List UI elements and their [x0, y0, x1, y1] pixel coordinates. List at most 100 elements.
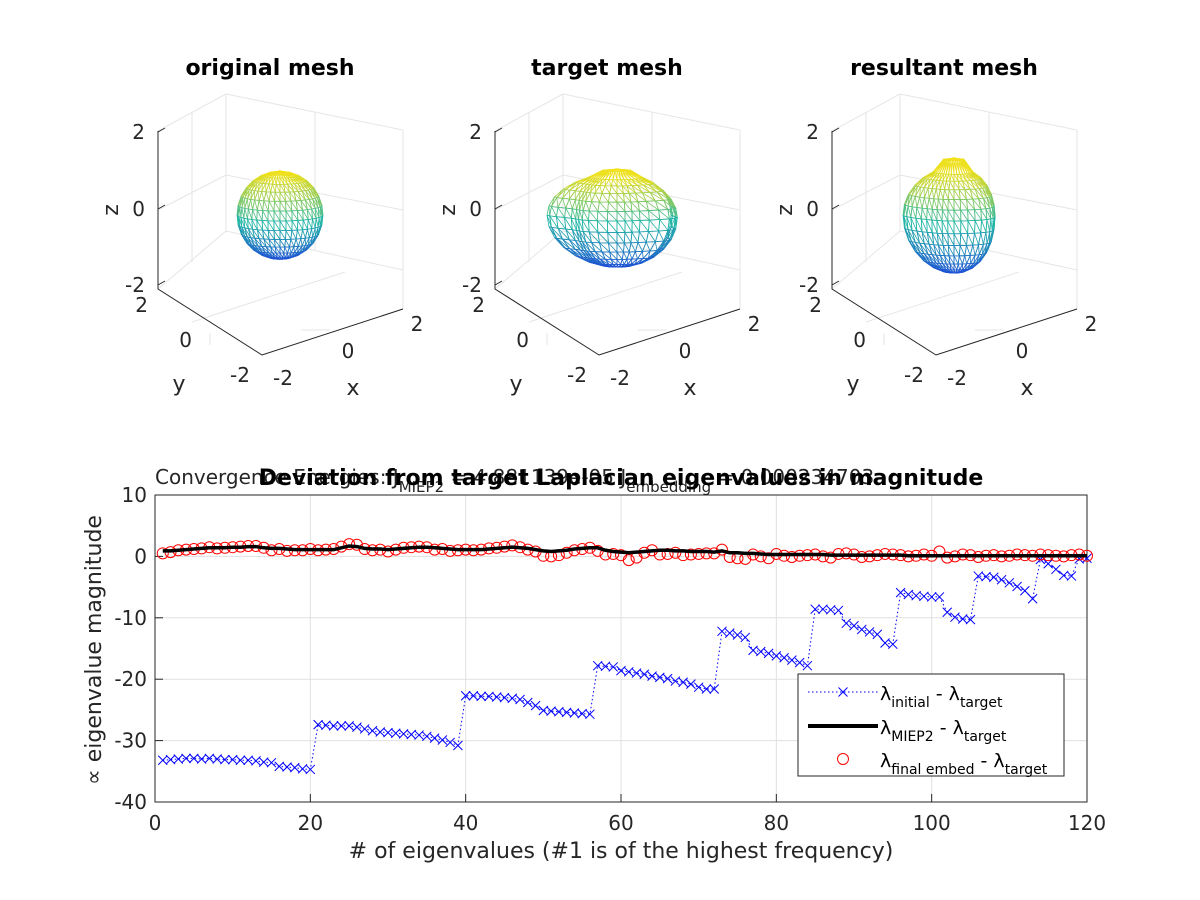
mesh-edge: [616, 219, 626, 234]
y-tick-label: 10: [122, 483, 147, 507]
series-initial-point: [693, 682, 704, 693]
series-final-embed-point: [715, 543, 728, 556]
y-tick-label: -30: [114, 729, 147, 753]
mesh-edge: [279, 199, 287, 213]
z-tick-mark: [831, 280, 840, 286]
x-tick-label: 80: [764, 811, 789, 835]
series-final-embed-point: [265, 544, 278, 557]
axes-box: [831, 93, 1078, 356]
x-tick-label: 2: [411, 312, 424, 336]
series-initial-point: [258, 757, 269, 767]
mesh-edge: [285, 209, 293, 223]
grid-line: [899, 230, 1078, 271]
series-initial-point: [1058, 570, 1069, 581]
x-axis-label: x: [346, 376, 359, 401]
series-initial-point: [779, 652, 789, 663]
z-tick-label: 2: [469, 120, 482, 144]
convergence-sub1: MIEP2: [399, 478, 444, 496]
x-axis-label: # of eigenvalues (#1 is of the highest f…: [349, 839, 894, 864]
mesh-edge: [608, 250, 618, 261]
legend-main: λ: [880, 683, 891, 705]
series-initial-point: [429, 733, 440, 743]
series-initial-point: [297, 763, 308, 774]
axis-line: [831, 131, 1078, 356]
series-initial-line: [162, 557, 1088, 770]
series-final-embed-point: [692, 547, 705, 560]
mesh-edge: [631, 250, 644, 260]
series-initial-point: [973, 571, 984, 581]
mesh-edge: [941, 233, 949, 246]
series-initial-point: [421, 731, 432, 742]
series-initial-point: [546, 706, 556, 716]
series-initial-point: [600, 661, 611, 672]
mesh-edge: [562, 181, 578, 190]
z-tick-mark: [157, 127, 166, 133]
series-initial-point: [887, 639, 898, 650]
series-initial-point: [934, 592, 945, 602]
z-tick-mark: [831, 127, 840, 133]
mesh-edge: [607, 192, 618, 204]
axis-line: [157, 131, 404, 356]
series-miep2: [162, 544, 1087, 558]
mesh-edge: [648, 209, 661, 221]
series-initial: [157, 553, 1092, 775]
mesh-edge: [616, 210, 626, 223]
series-initial-point: [1043, 558, 1054, 569]
series-initial-point: [173, 754, 184, 764]
series-initial-point: [321, 720, 331, 731]
series-initial-point: [460, 690, 471, 701]
mesh-edge: [631, 210, 641, 222]
series-miep2-line: [162, 544, 1087, 558]
z-axis-label: z: [773, 204, 798, 216]
z-tick-label: 0: [132, 197, 145, 221]
series-initial-point: [950, 612, 960, 623]
series-final-embed-point: [382, 545, 394, 558]
mesh-panel-1: original mesh 2 0 -2 z 2 0 -2 y -2 0 2 x: [99, 56, 423, 401]
mesh-edge: [587, 219, 599, 234]
grid-line: [191, 271, 346, 323]
series-initial-point: [554, 706, 564, 717]
mesh-edge: [953, 271, 965, 274]
mesh-edge: [624, 219, 633, 234]
mesh-edge: [273, 209, 281, 223]
mesh-edge: [261, 209, 269, 223]
mesh-surface: [236, 169, 324, 261]
series-final-embed-point: [560, 546, 573, 559]
mesh-edge: [947, 198, 955, 211]
mesh-edge: [297, 237, 307, 248]
series-final-embed-point: [156, 547, 169, 560]
mesh-edge: [936, 220, 943, 234]
convergence-energies: Convergence Energies: JMIEP2 = 4.881139e…: [155, 465, 874, 496]
series-initial-point: [484, 691, 494, 702]
legend-mid: - λ: [934, 717, 964, 739]
mesh-edge: [626, 250, 637, 261]
series-initial-point: [569, 708, 580, 718]
series-initial-point: [763, 648, 774, 659]
x-tick-label: 100: [913, 811, 951, 835]
series-initial-point: [530, 700, 541, 711]
series-final-embed-point: [941, 551, 954, 564]
axes-box: [494, 93, 741, 356]
y-tick-label: -10: [114, 606, 147, 630]
z-tick-label: 2: [132, 120, 145, 144]
series-initial-point: [352, 722, 362, 732]
legend-mid: - λ: [975, 750, 1005, 772]
legend-marker-initial: [838, 687, 848, 697]
mesh-edge: [267, 228, 275, 241]
mesh-edge: [648, 219, 661, 232]
grid-line: [865, 271, 1020, 323]
series-initial-point: [406, 729, 417, 740]
series-initial-point: [157, 755, 168, 766]
y-tick-label: 0: [179, 328, 192, 352]
z-tick-mark: [494, 127, 503, 133]
series-initial-point: [1066, 571, 1077, 581]
series-initial-point: [266, 757, 277, 768]
series-initial-point: [1004, 577, 1015, 588]
mesh-edge: [607, 241, 618, 254]
series-final-embed-point: [824, 551, 837, 564]
convergence-mid: = 4.881139e-05 J: [444, 465, 626, 489]
series-initial-point: [895, 587, 906, 598]
series-initial-point: [585, 709, 595, 720]
mesh-edge: [256, 219, 263, 231]
